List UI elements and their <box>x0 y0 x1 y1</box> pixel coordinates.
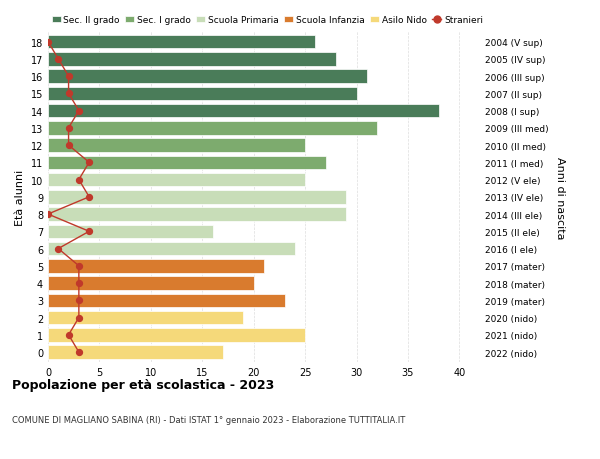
Bar <box>48 87 356 101</box>
Bar <box>48 53 336 67</box>
Point <box>74 263 83 270</box>
Bar <box>48 242 295 256</box>
Bar <box>48 70 367 84</box>
Point <box>43 39 53 46</box>
Bar <box>48 36 316 49</box>
Point <box>64 125 73 132</box>
Bar <box>48 139 305 152</box>
Point <box>64 90 73 98</box>
Point <box>85 228 94 235</box>
Point <box>64 142 73 150</box>
Point <box>64 331 73 339</box>
Legend: Sec. II grado, Sec. I grado, Scuola Primaria, Scuola Infanzia, Asilo Nido, Stran: Sec. II grado, Sec. I grado, Scuola Prim… <box>48 13 487 29</box>
Point <box>74 314 83 321</box>
Point <box>53 56 63 63</box>
Bar <box>48 277 254 290</box>
Bar <box>48 208 346 221</box>
Point <box>74 349 83 356</box>
Point <box>74 297 83 304</box>
Bar <box>48 174 305 187</box>
Text: Popolazione per età scolastica - 2023: Popolazione per età scolastica - 2023 <box>12 379 274 392</box>
Point <box>85 159 94 167</box>
Bar <box>48 294 284 308</box>
Text: COMUNE DI MAGLIANO SABINA (RI) - Dati ISTAT 1° gennaio 2023 - Elaborazione TUTTI: COMUNE DI MAGLIANO SABINA (RI) - Dati IS… <box>12 415 405 425</box>
Bar <box>48 311 244 325</box>
Bar <box>48 328 305 342</box>
Bar <box>48 156 326 170</box>
Y-axis label: Età alunni: Età alunni <box>15 169 25 225</box>
Point <box>85 194 94 201</box>
Bar <box>48 346 223 359</box>
Point <box>74 107 83 115</box>
Point <box>74 177 83 184</box>
Point <box>43 211 53 218</box>
Bar <box>48 190 346 204</box>
Y-axis label: Anni di nascita: Anni di nascita <box>555 156 565 239</box>
Bar <box>48 259 264 273</box>
Point <box>74 280 83 287</box>
Point <box>53 245 63 252</box>
Bar <box>48 225 212 239</box>
Bar <box>48 105 439 118</box>
Bar <box>48 122 377 135</box>
Point <box>64 73 73 81</box>
